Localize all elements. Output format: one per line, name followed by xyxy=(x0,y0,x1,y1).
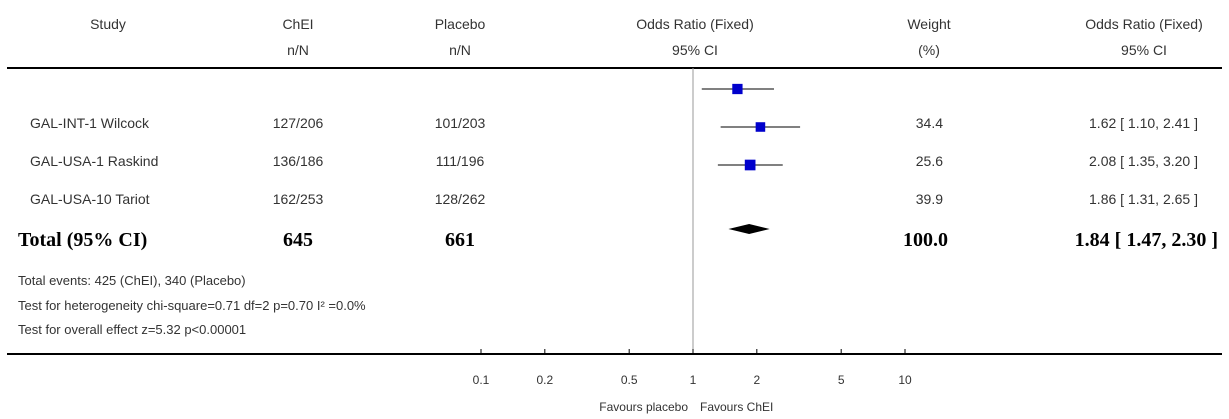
header-odds-ratio-value-ci: 95% CI xyxy=(1121,42,1167,58)
favours-right-label: Favours ChEI xyxy=(700,400,774,414)
total-ci: 1.84 [ 1.47, 2.30 ] xyxy=(1074,229,1218,251)
header-study: Study xyxy=(90,16,126,32)
tick-label: 10 xyxy=(898,373,912,387)
header-odds-ratio-plot: Odds Ratio (Fixed) xyxy=(636,16,754,32)
total-events-text: Total events: 425 (ChEI), 340 (Placebo) xyxy=(18,273,246,288)
study-weight: 25.6 xyxy=(915,153,943,169)
study-weight: 39.9 xyxy=(915,191,943,207)
tick-label: 0.2 xyxy=(536,373,554,387)
study-control-count: 101/203 xyxy=(434,115,486,131)
tick-label: 5 xyxy=(837,373,845,387)
overall-effect-text: Test for overall effect z=5.32 p<0.00001 xyxy=(18,322,247,337)
header-treatment: ChEI xyxy=(282,16,314,32)
tick-label: 0.1 xyxy=(472,373,490,387)
pooled-diamond xyxy=(728,224,770,234)
header-odds-ratio-plot-ci: 95% CI xyxy=(672,42,718,58)
study-name: GAL-USA-1 Raskind xyxy=(30,153,159,169)
heterogeneity-text: Test for heterogeneity chi-square=0.71 d… xyxy=(18,298,366,313)
effect-marker xyxy=(744,159,756,171)
study-ci: 1.62 [ 1.10, 2.41 ] xyxy=(1089,115,1198,131)
effect-marker xyxy=(755,122,766,132)
header-odds-ratio-value: Odds Ratio (Fixed) xyxy=(1085,16,1203,32)
header-treatment-sub: n/N xyxy=(287,42,309,58)
study-treatment-count: 136/186 xyxy=(272,153,324,169)
study-ci: 2.08 [ 1.35, 3.20 ] xyxy=(1089,153,1198,169)
tick-label: 1 xyxy=(689,373,697,387)
study-treatment-count: 162/253 xyxy=(272,191,324,207)
tick-label: 0.5 xyxy=(620,373,638,387)
tick-label: 2 xyxy=(753,373,761,387)
total-weight: 100.0 xyxy=(903,229,948,251)
total-treatment: 645 xyxy=(283,229,313,251)
total-control: 661 xyxy=(445,229,475,251)
study-name: GAL-INT-1 Wilcock xyxy=(30,115,150,131)
header-control-sub: n/N xyxy=(449,42,471,58)
study-control-count: 111/196 xyxy=(435,153,485,169)
study-control-count: 128/262 xyxy=(434,191,486,207)
effect-marker xyxy=(732,83,743,95)
total-label: Total (95% CI) xyxy=(18,229,148,251)
study-treatment-count: 127/206 xyxy=(272,115,324,131)
header-weight: Weight xyxy=(907,16,951,32)
header-control: Placebo xyxy=(434,16,486,32)
study-name: GAL-USA-10 Tariot xyxy=(30,191,150,207)
study-weight: 34.4 xyxy=(915,115,943,131)
favours-left-label: Favours placebo xyxy=(599,400,688,414)
header-weight-unit: (%) xyxy=(918,42,940,58)
study-ci: 1.86 [ 1.31, 2.65 ] xyxy=(1089,191,1198,207)
